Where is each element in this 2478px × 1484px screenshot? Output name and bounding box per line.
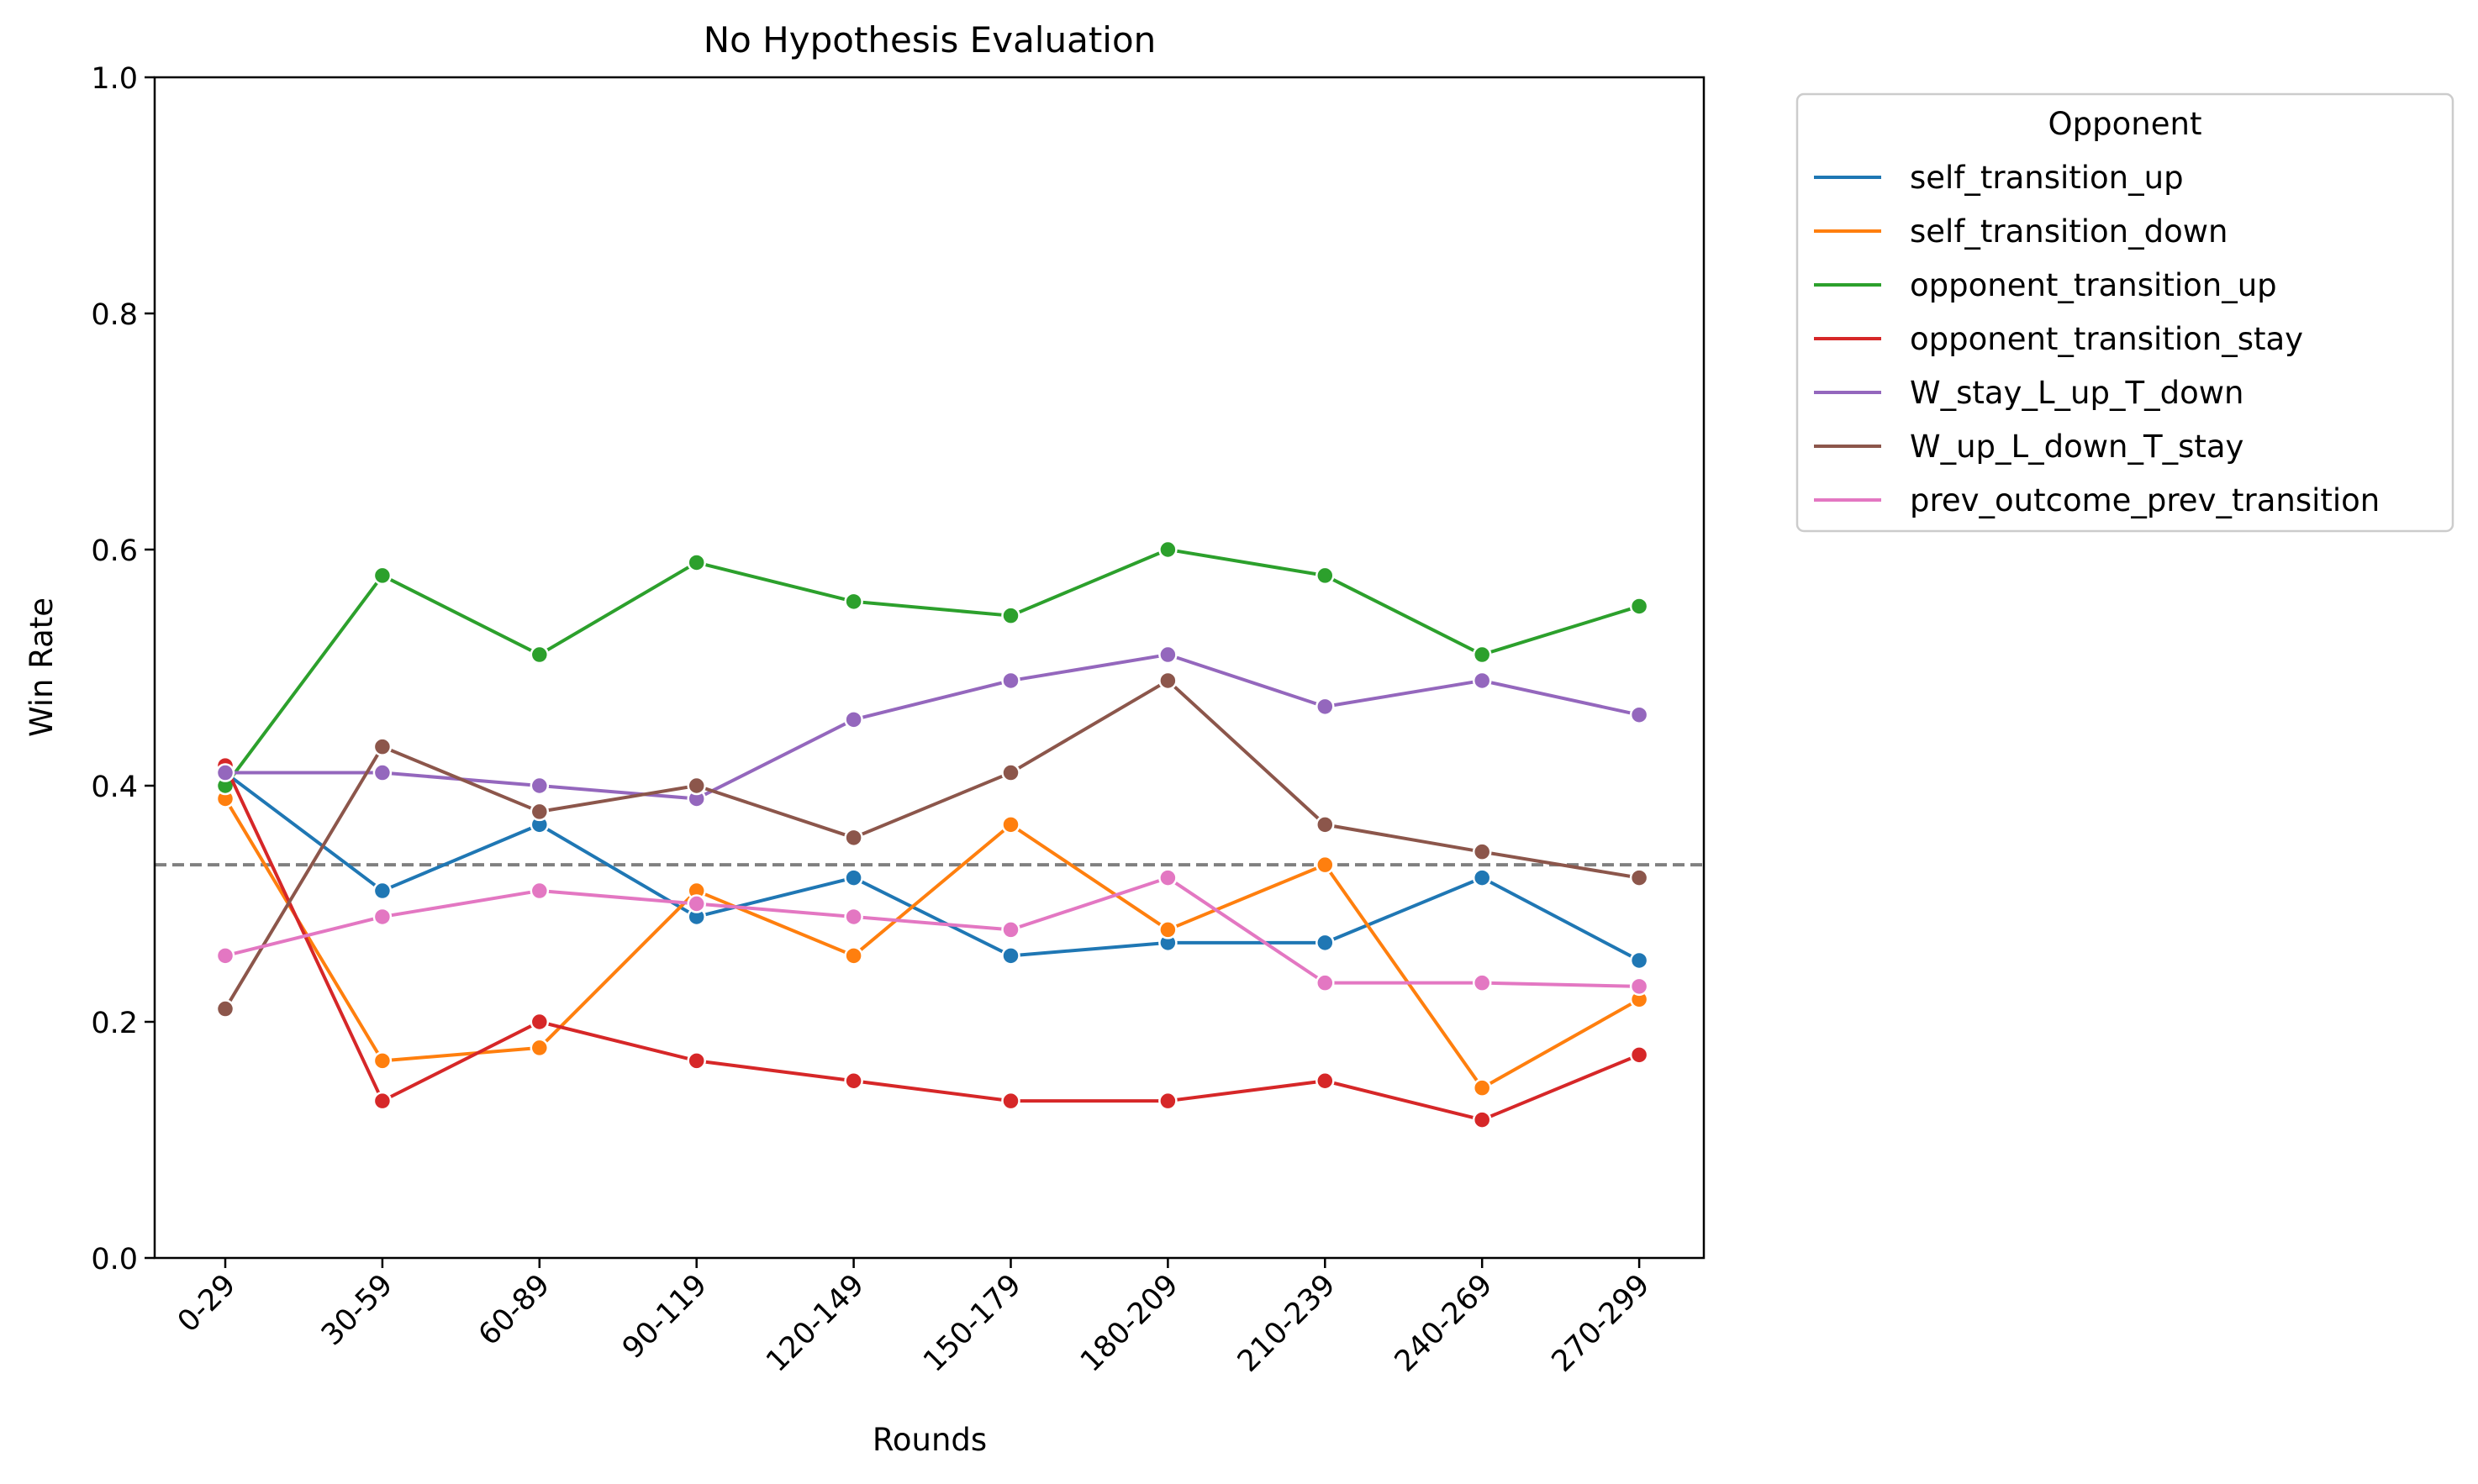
data-point bbox=[1315, 1071, 1335, 1091]
data-point bbox=[372, 566, 393, 586]
legend-label: W_stay_L_up_T_down bbox=[1910, 375, 2243, 411]
legend-label: self_transition_up bbox=[1910, 160, 2184, 196]
data-point bbox=[1629, 597, 1649, 616]
data-point bbox=[1001, 920, 1020, 939]
data-point bbox=[1158, 868, 1178, 887]
plot-frame bbox=[153, 76, 1706, 1260]
data-point bbox=[844, 868, 863, 887]
data-point bbox=[687, 553, 706, 572]
data-point bbox=[1158, 920, 1178, 939]
chart-title: No Hypothesis Evaluation bbox=[704, 19, 1157, 61]
legend-label: opponent_transition_up bbox=[1910, 267, 2277, 303]
series-line bbox=[224, 771, 1641, 962]
data-point bbox=[1472, 868, 1492, 887]
data-point bbox=[1158, 671, 1178, 691]
y-tick-label: 0.0 bbox=[91, 1243, 138, 1276]
data-point bbox=[1001, 763, 1020, 782]
data-point bbox=[1158, 539, 1178, 560]
data-point bbox=[530, 881, 550, 901]
data-point bbox=[215, 946, 235, 966]
data-point bbox=[1001, 1091, 1020, 1111]
legend-title: Opponent bbox=[2048, 106, 2202, 142]
data-point bbox=[844, 828, 863, 848]
data-point bbox=[687, 894, 706, 913]
y-tick-label: 1.0 bbox=[91, 62, 138, 96]
data-point bbox=[372, 763, 393, 782]
data-point bbox=[1158, 1091, 1178, 1111]
data-point bbox=[530, 645, 550, 665]
data-point bbox=[372, 1051, 393, 1071]
legend-label: opponent_transition_stay bbox=[1910, 321, 2303, 357]
data-point bbox=[1472, 671, 1492, 691]
data-point bbox=[1001, 815, 1020, 834]
series-line bbox=[224, 876, 1640, 988]
y-axis-label: Win Rate bbox=[24, 597, 60, 737]
data-point bbox=[1629, 1045, 1649, 1065]
data-point bbox=[844, 592, 863, 612]
data-point bbox=[1629, 976, 1649, 997]
data-point bbox=[1315, 855, 1335, 875]
data-point bbox=[1472, 973, 1492, 992]
data-point bbox=[1472, 1078, 1492, 1097]
data-point bbox=[1472, 842, 1492, 861]
data-point bbox=[1001, 671, 1020, 691]
data-point bbox=[1001, 606, 1020, 625]
data-point bbox=[1472, 645, 1492, 665]
legend-frame bbox=[1795, 92, 2454, 533]
legend-label: self_transition_down bbox=[1910, 213, 2228, 250]
x-axis-label: Rounds bbox=[873, 1422, 987, 1458]
y-tick-label: 0.2 bbox=[91, 1007, 138, 1040]
series-line bbox=[224, 765, 1640, 1122]
series-prev_outcome_prev_transition bbox=[215, 868, 1649, 997]
y-tick-label: 0.8 bbox=[91, 298, 138, 332]
data-point bbox=[372, 737, 393, 756]
data-point bbox=[372, 1091, 393, 1111]
series-line bbox=[224, 548, 1640, 787]
legend-label: prev_outcome_prev_transition bbox=[1910, 482, 2380, 518]
data-point bbox=[844, 710, 863, 729]
data-point bbox=[372, 907, 393, 927]
legend: Opponent self_transition_upself_transiti… bbox=[1795, 92, 2454, 533]
data-point bbox=[530, 1012, 550, 1032]
data-point bbox=[530, 802, 550, 822]
data-point bbox=[844, 946, 863, 966]
series-opponent_transition_up bbox=[215, 539, 1649, 796]
data-point bbox=[1158, 645, 1178, 665]
data-point bbox=[1629, 868, 1649, 887]
data-point bbox=[215, 763, 235, 782]
data-point bbox=[372, 881, 393, 901]
y-tick-label: 0.6 bbox=[91, 534, 138, 568]
series-W_up_L_down_T_stay bbox=[215, 671, 1649, 1018]
y-tick-label: 0.4 bbox=[91, 771, 138, 804]
data-point bbox=[1472, 1110, 1492, 1129]
data-point bbox=[1315, 973, 1335, 992]
data-point bbox=[844, 907, 863, 927]
data-point bbox=[1315, 933, 1335, 953]
data-point bbox=[687, 776, 706, 796]
data-point bbox=[687, 1051, 706, 1071]
data-point bbox=[1315, 815, 1335, 834]
data-point bbox=[1629, 950, 1649, 971]
data-point bbox=[1629, 705, 1649, 724]
data-point bbox=[844, 1071, 863, 1091]
data-point bbox=[1315, 566, 1335, 586]
legend-items: self_transition_up self_transition_downop… bbox=[1814, 160, 2380, 518]
legend-label: W_up_L_down_T_stay bbox=[1910, 429, 2243, 465]
data-point bbox=[1001, 946, 1020, 966]
series-line bbox=[224, 797, 1641, 1090]
series-self_transition_down bbox=[215, 789, 1649, 1097]
series-line bbox=[224, 678, 1640, 1010]
data-point bbox=[530, 1038, 550, 1058]
data-point bbox=[215, 999, 235, 1018]
data-point bbox=[1315, 697, 1335, 717]
data-point bbox=[530, 776, 550, 796]
